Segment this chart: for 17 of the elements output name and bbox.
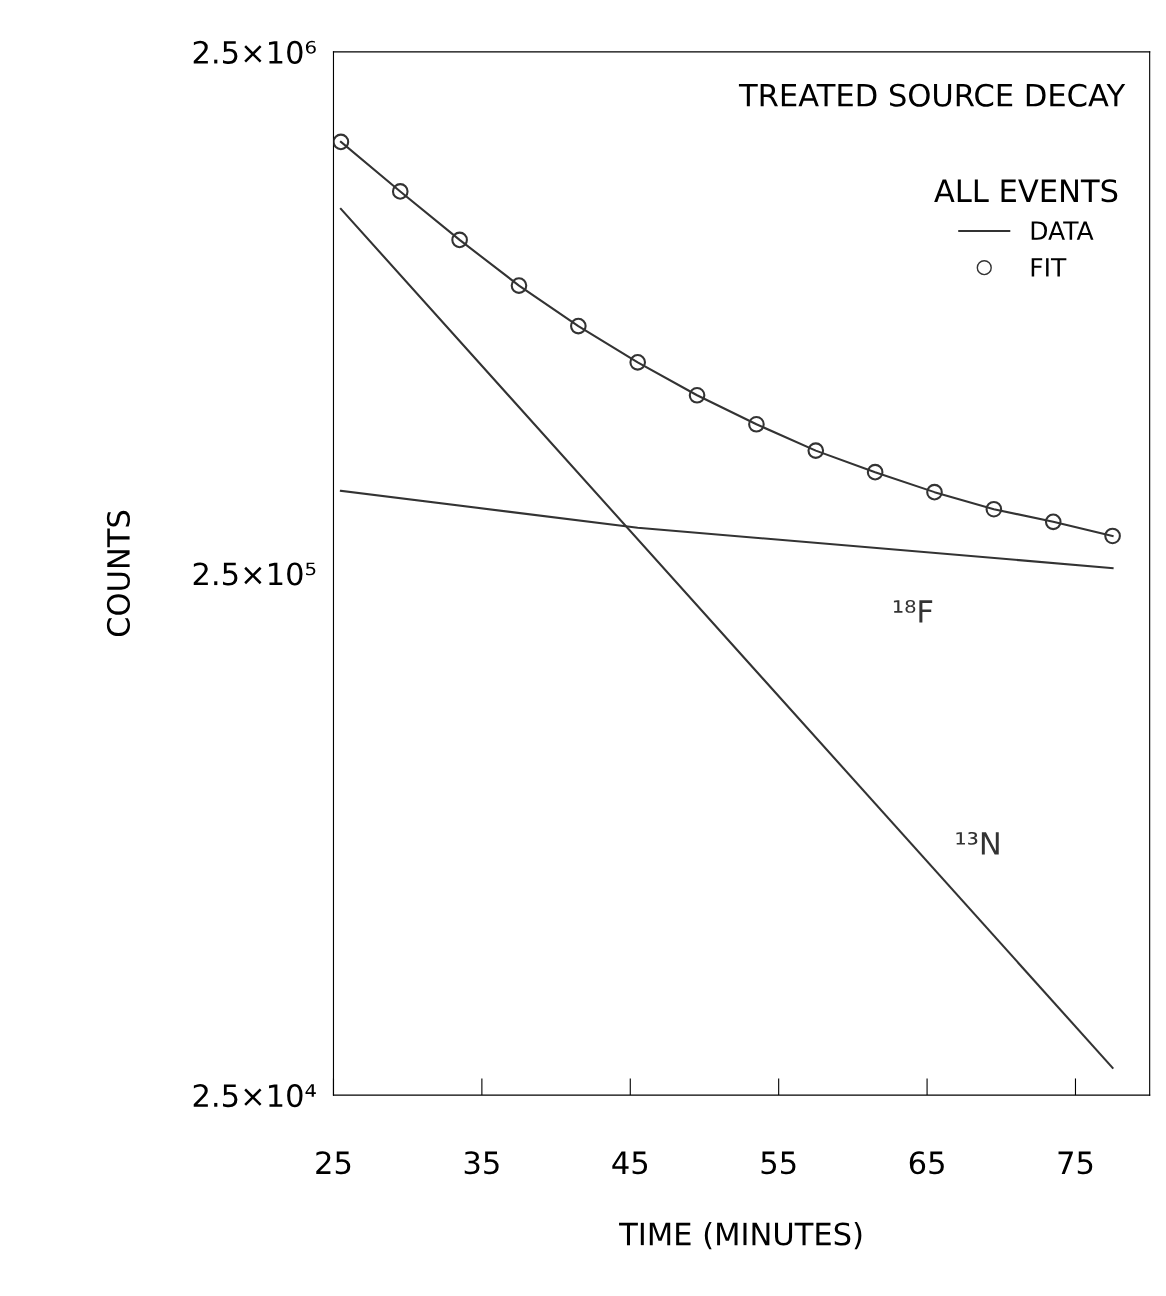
y-tick-label: 2.5×10⁴ [193,1084,316,1108]
series-label: ¹⁸F [893,599,933,623]
x-tick-label: 65 [909,1151,944,1175]
text: TREATED SOURCE DECAY [738,83,1126,107]
legend-label: FIT [1031,258,1067,277]
y-tick-label: 2.5×10⁶ [193,40,316,64]
x-tick-label: 35 [464,1151,499,1175]
x-tick-label: 25 [316,1151,351,1175]
x-axis-title: TIME (MINUTES) [619,1221,862,1250]
legend-title: ALL EVENTS [934,179,1118,203]
y-tick-label: 2.5×10⁵ [193,562,316,586]
legend-label: DATA [1031,221,1094,240]
x-tick-label: 55 [761,1151,796,1175]
x-tick-label: 75 [1058,1151,1093,1175]
series-label: ¹³N [956,831,999,855]
x-tick-label: 45 [612,1151,648,1175]
y-axis-title: COUNTS [106,510,130,637]
